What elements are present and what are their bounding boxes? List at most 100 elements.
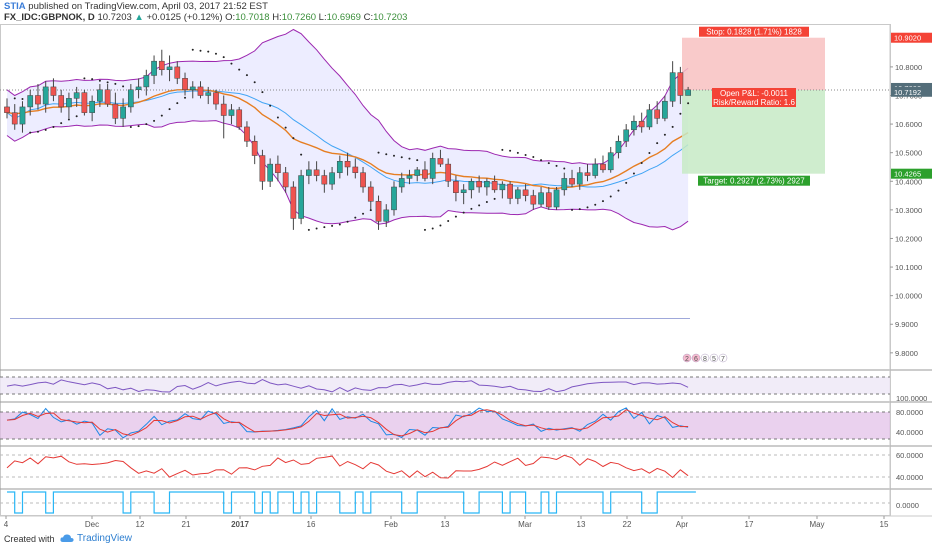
candle[interactable] <box>174 61 181 85</box>
candle[interactable] <box>507 181 513 205</box>
candle[interactable] <box>592 158 599 179</box>
candle[interactable] <box>11 104 18 130</box>
candle[interactable] <box>73 86 80 107</box>
candle[interactable] <box>205 86 212 105</box>
candle[interactable] <box>576 166 583 190</box>
candle[interactable] <box>685 86 691 96</box>
candle[interactable] <box>491 175 498 193</box>
candle[interactable] <box>545 186 552 210</box>
candle[interactable] <box>623 124 630 147</box>
candle[interactable] <box>607 146 614 173</box>
candle[interactable] <box>677 66 684 105</box>
candle[interactable] <box>422 161 428 182</box>
candle[interactable] <box>50 78 57 102</box>
candle[interactable] <box>476 175 482 193</box>
candle[interactable] <box>189 81 196 99</box>
candle[interactable] <box>27 89 34 116</box>
candle[interactable] <box>553 186 560 210</box>
candle[interactable] <box>236 106 243 130</box>
candle[interactable] <box>514 186 521 205</box>
candle[interactable] <box>391 181 397 216</box>
candle[interactable] <box>251 135 258 165</box>
candle[interactable] <box>336 155 343 179</box>
candle[interactable] <box>120 98 126 127</box>
event-badge[interactable] <box>700 353 710 363</box>
candle[interactable] <box>306 161 312 185</box>
candle[interactable] <box>445 158 452 187</box>
author-name[interactable]: STIA <box>4 1 26 12</box>
candle[interactable] <box>398 172 405 193</box>
candle[interactable] <box>135 78 142 99</box>
candle[interactable] <box>375 195 382 230</box>
candle[interactable] <box>259 149 266 190</box>
candle[interactable] <box>437 149 444 167</box>
candle[interactable] <box>104 84 111 107</box>
candle[interactable] <box>267 158 274 187</box>
candle[interactable] <box>414 166 421 182</box>
event-badge[interactable] <box>682 353 692 363</box>
candle[interactable] <box>360 166 366 193</box>
candle[interactable] <box>561 172 568 196</box>
stop-zone[interactable] <box>682 37 825 90</box>
candle[interactable] <box>166 55 173 82</box>
candle[interactable] <box>631 115 637 136</box>
candle[interactable] <box>81 89 88 116</box>
candle[interactable] <box>538 186 544 208</box>
candle[interactable] <box>220 95 227 139</box>
candle[interactable] <box>367 181 374 210</box>
candle[interactable] <box>499 181 506 199</box>
candle[interactable] <box>569 169 575 187</box>
candle[interactable] <box>460 184 467 205</box>
candle[interactable] <box>244 121 250 147</box>
candle[interactable] <box>522 184 529 202</box>
candle-body <box>50 86 57 96</box>
candle[interactable] <box>282 166 289 193</box>
candle[interactable] <box>298 169 304 225</box>
candle[interactable] <box>182 72 188 96</box>
candle[interactable] <box>383 204 390 228</box>
candle[interactable] <box>89 95 95 122</box>
candle[interactable] <box>228 104 235 125</box>
candle[interactable] <box>213 89 219 110</box>
candle[interactable] <box>484 178 490 196</box>
candle[interactable] <box>151 55 157 85</box>
candle[interactable] <box>127 84 134 113</box>
candle[interactable] <box>42 81 49 113</box>
candle[interactable] <box>329 166 335 190</box>
candle[interactable] <box>646 104 653 130</box>
candle[interactable] <box>197 81 204 99</box>
candle[interactable] <box>669 61 676 107</box>
event-badge[interactable] <box>718 353 728 363</box>
candle[interactable] <box>406 169 413 185</box>
event-badge[interactable] <box>709 353 719 363</box>
candle[interactable] <box>97 84 103 107</box>
candle[interactable] <box>58 89 65 113</box>
price-chart[interactable]: 10.800010.700010.600010.500010.400010.30… <box>0 24 932 530</box>
candle[interactable] <box>19 101 26 133</box>
candle[interactable] <box>66 92 72 119</box>
candle[interactable] <box>344 152 351 176</box>
candle[interactable] <box>321 169 328 193</box>
candle[interactable] <box>530 189 537 210</box>
candle[interactable] <box>158 49 165 76</box>
candle[interactable] <box>453 175 459 202</box>
candle[interactable] <box>429 152 436 185</box>
candle[interactable] <box>584 164 591 182</box>
candle[interactable] <box>4 98 10 119</box>
candle[interactable] <box>654 101 661 125</box>
candle[interactable] <box>638 112 645 133</box>
candle[interactable] <box>290 181 297 230</box>
tradingview-brand[interactable]: TradingView <box>77 533 133 544</box>
candle[interactable] <box>600 155 606 173</box>
symbol-label[interactable]: FX_IDC:GBPNOK, D <box>4 12 95 23</box>
candle[interactable] <box>662 95 668 122</box>
candle[interactable] <box>35 84 41 110</box>
candle[interactable] <box>112 92 119 125</box>
candle[interactable] <box>313 161 320 182</box>
candle[interactable] <box>468 178 475 199</box>
candle[interactable] <box>615 135 622 159</box>
candle[interactable] <box>352 158 359 179</box>
event-badge[interactable] <box>691 353 701 363</box>
candle[interactable] <box>143 69 150 96</box>
candle[interactable] <box>275 155 281 182</box>
